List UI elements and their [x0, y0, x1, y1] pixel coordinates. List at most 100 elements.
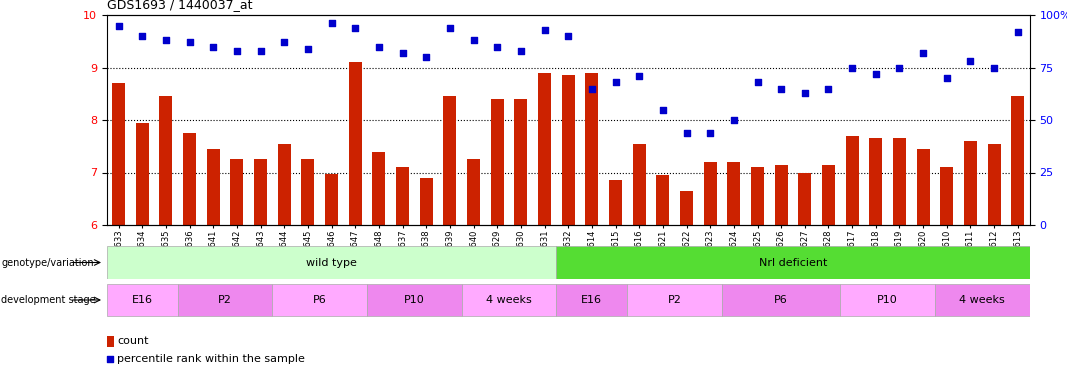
Point [891, 64, 908, 70]
Text: 4 weeks: 4 weeks [959, 295, 1005, 305]
Bar [367, 284, 462, 316]
Bar [556, 284, 627, 316]
Text: Nrl deficient: Nrl deficient [759, 258, 827, 267]
Text: P6: P6 [313, 295, 327, 305]
Bar [798, 172, 811, 225]
Bar [846, 136, 859, 225]
Bar [627, 284, 722, 316]
Point [394, 50, 411, 56]
Point [536, 27, 553, 33]
Bar [703, 162, 717, 225]
Bar [112, 83, 125, 225]
Bar [254, 159, 267, 225]
Text: P6: P6 [775, 295, 789, 305]
Point [512, 48, 529, 54]
Text: count: count [117, 336, 148, 346]
Bar [561, 75, 575, 225]
Point [773, 86, 790, 92]
Bar [178, 284, 272, 316]
Point [133, 33, 150, 39]
Point [228, 48, 245, 54]
Bar [107, 246, 556, 279]
Point [654, 106, 671, 112]
Bar [184, 133, 196, 225]
Text: P2: P2 [668, 295, 682, 305]
Bar [1012, 96, 1024, 225]
Bar [988, 144, 1001, 225]
Bar [159, 96, 173, 225]
Text: P2: P2 [218, 295, 232, 305]
Text: genotype/variation: genotype/variation [1, 258, 94, 267]
Point [110, 22, 127, 28]
Point [442, 25, 459, 31]
Bar [444, 96, 457, 225]
Point [347, 25, 364, 31]
Point [986, 64, 1003, 70]
Text: development stage: development stage [1, 295, 96, 305]
Bar [136, 123, 148, 225]
Point [417, 54, 434, 60]
Point [938, 75, 955, 81]
Bar [107, 284, 178, 316]
Point [607, 79, 624, 85]
Point [1009, 29, 1026, 35]
Bar [940, 167, 953, 225]
Point [275, 39, 292, 45]
Point [914, 50, 931, 56]
Bar [325, 174, 338, 225]
Bar [751, 167, 764, 225]
Bar [586, 73, 599, 225]
Text: GDS1693 / 1440037_at: GDS1693 / 1440037_at [107, 0, 252, 11]
Bar [680, 191, 692, 225]
Point [819, 86, 837, 92]
Bar [893, 138, 906, 225]
Point [101, 356, 118, 362]
Bar [656, 175, 669, 225]
Bar [277, 144, 290, 225]
Bar [935, 284, 1030, 316]
Bar [556, 246, 1030, 279]
Bar [419, 178, 433, 225]
Text: percentile rank within the sample: percentile rank within the sample [117, 354, 305, 364]
Bar [722, 284, 841, 316]
Point [749, 79, 766, 85]
Point [584, 86, 601, 92]
Point [300, 46, 317, 52]
Bar [538, 73, 551, 225]
Text: E16: E16 [131, 295, 153, 305]
Point [867, 71, 885, 77]
Bar [491, 99, 504, 225]
Bar [230, 159, 243, 225]
Bar [964, 141, 977, 225]
Bar [467, 159, 480, 225]
Text: 4 weeks: 4 weeks [487, 295, 531, 305]
Bar [633, 144, 646, 225]
Bar [728, 162, 740, 225]
Bar [107, 336, 114, 347]
Text: E16: E16 [582, 295, 603, 305]
Point [678, 130, 695, 136]
Point [702, 130, 719, 136]
Point [962, 58, 980, 64]
Point [726, 117, 743, 123]
Point [252, 48, 269, 54]
Bar [841, 284, 935, 316]
Bar [609, 180, 622, 225]
Point [796, 90, 813, 96]
Bar [917, 149, 929, 225]
Point [465, 37, 482, 43]
Point [205, 44, 222, 50]
Point [181, 39, 198, 45]
Bar [775, 165, 787, 225]
Point [157, 37, 174, 43]
Point [370, 44, 387, 50]
Point [323, 20, 340, 26]
Text: P10: P10 [877, 295, 898, 305]
Bar [372, 152, 385, 225]
Bar [396, 167, 409, 225]
Point [631, 73, 648, 79]
Bar [272, 284, 367, 316]
Text: wild type: wild type [306, 258, 357, 267]
Text: P10: P10 [404, 295, 425, 305]
Bar [462, 284, 556, 316]
